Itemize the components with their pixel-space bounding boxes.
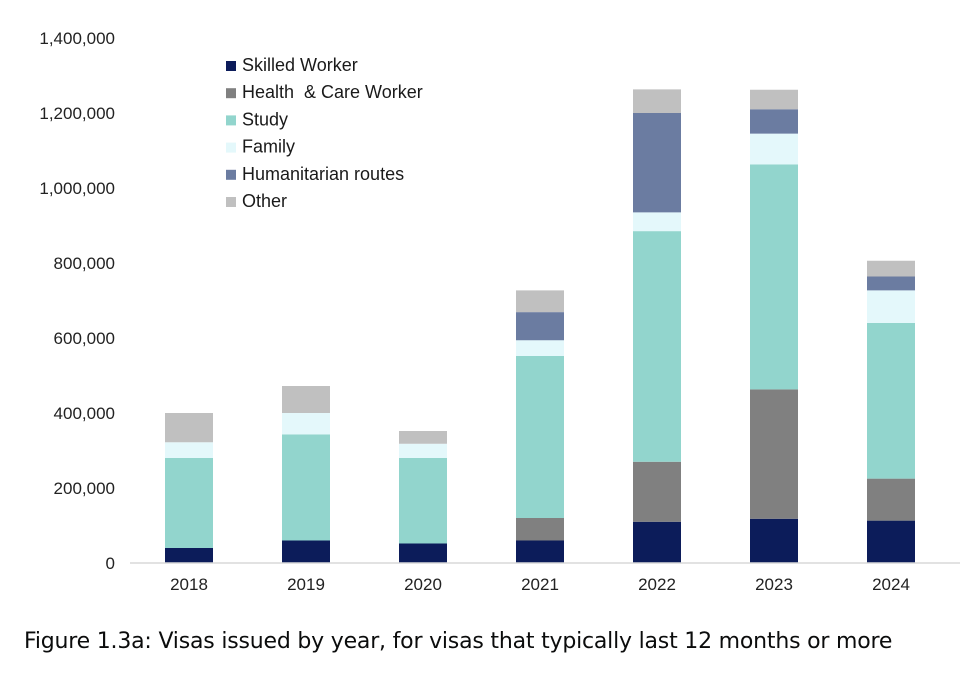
legend-label: Health & Care Worker (242, 82, 423, 102)
y-tick-label: 0 (106, 554, 115, 573)
bar-segment-2022-skilled-worker (633, 521, 681, 563)
bar-segment-2020-skilled-worker (399, 543, 447, 563)
legend-swatch (226, 169, 236, 180)
bar-segment-2021-other (516, 290, 564, 313)
x-tick-label: 2019 (287, 575, 325, 594)
x-tick-label: 2023 (755, 575, 793, 594)
bar-segment-2020-family (399, 443, 447, 458)
bar-segment-2022-health-care-worker (633, 461, 681, 522)
bar-segment-2021-health-care-worker (516, 518, 564, 541)
bar-segment-2021-humanitarian-routes (516, 312, 564, 341)
y-tick-label: 1,400,000 (39, 29, 115, 48)
bar-segment-2021-family (516, 340, 564, 356)
x-tick-label: 2018 (170, 575, 208, 594)
bar-segment-2021-study (516, 356, 564, 518)
bar-segment-2021-skilled-worker (516, 540, 564, 563)
x-tick-label: 2022 (638, 575, 676, 594)
y-tick-label: 800,000 (54, 254, 115, 273)
y-tick-label: 600,000 (54, 329, 115, 348)
bar-segment-2020-other (399, 431, 447, 444)
bar-segment-2023-skilled-worker (750, 518, 798, 563)
stacked-bar-chart: 0 200,000 400,000 600,000 800,000 1,000,000 1,… (39, 29, 960, 594)
y-axis: 0 200,000 400,000 600,000 800,000 1,000,000 1,… (39, 29, 115, 573)
legend-label: Family (242, 137, 295, 157)
legend-label: Study (242, 109, 288, 129)
figure-caption: Figure 1.3a: Visas issued by year, for v… (24, 629, 893, 654)
bar-segment-2022-other (633, 89, 681, 113)
legend-label: Other (242, 191, 287, 211)
legend-swatch (226, 197, 236, 207)
legend: Skilled Worker Health & Care Worker Study F… (226, 55, 423, 211)
bar-segment-2024-family (867, 290, 915, 323)
legend-swatch (226, 61, 236, 71)
bar-segment-2024-study (867, 323, 915, 479)
bar-segment-2024-health-care-worker (867, 478, 915, 521)
legend-label: Humanitarian routes (242, 164, 404, 184)
bar-segment-2019-family (282, 413, 330, 435)
bar-segment-2019-skilled-worker (282, 540, 330, 563)
bar-segment-2022-study (633, 231, 681, 462)
bar-segment-2019-study (282, 434, 330, 541)
bar-segment-2023-other (750, 89, 798, 110)
bar-segment-2024-other (867, 260, 915, 277)
bar-segment-2018-study (165, 458, 213, 548)
bar-segment-2023-health-care-worker (750, 389, 798, 519)
bar-segment-2024-humanitarian-routes (867, 276, 915, 291)
x-tick-label: 2020 (404, 575, 442, 594)
legend-swatch (226, 142, 236, 153)
x-tick-label: 2024 (872, 575, 910, 594)
bar-segment-2019-other (282, 386, 330, 413)
bar-segment-2023-study (750, 164, 798, 390)
bar-segment-2018-other (165, 413, 213, 443)
bar-segment-2022-family (633, 212, 681, 232)
bar-segment-2024-skilled-worker (867, 520, 915, 563)
y-tick-label: 200,000 (54, 479, 115, 498)
legend-swatch (226, 88, 236, 99)
bar-segment-2023-humanitarian-routes (750, 109, 798, 134)
y-tick-label: 400,000 (54, 404, 115, 423)
bar-segment-2023-family (750, 133, 798, 165)
bars (165, 89, 915, 563)
legend-swatch (226, 115, 236, 126)
y-tick-label: 1,200,000 (39, 104, 115, 123)
legend-label: Skilled Worker (242, 55, 358, 75)
bar-segment-2018-skilled-worker (165, 548, 213, 563)
x-axis: 2018 2019 2020 2021 2022 2023 2024 (170, 575, 910, 594)
bar-segment-2018-family (165, 442, 213, 458)
x-tick-label: 2021 (521, 575, 559, 594)
bar-segment-2022-humanitarian-routes (633, 113, 681, 213)
y-tick-label: 1,000,000 (39, 179, 115, 198)
bar-segment-2020-study (399, 458, 447, 544)
